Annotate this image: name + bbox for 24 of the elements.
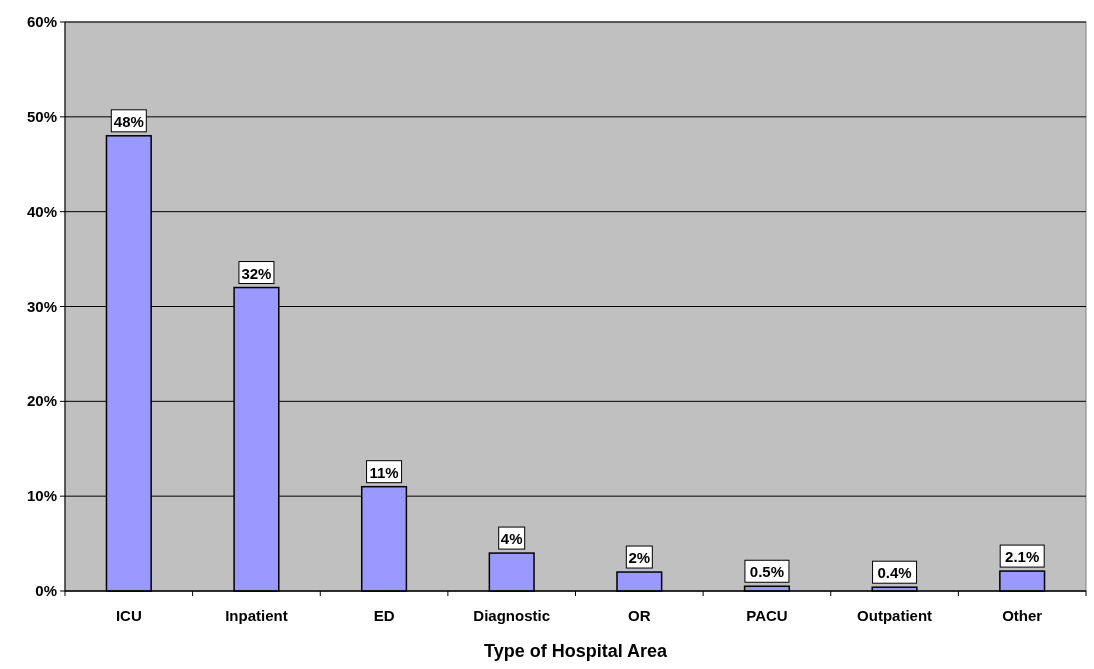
- data-label: 48%: [113, 112, 144, 130]
- x-axis-title: Type of Hospital Area: [483, 641, 668, 661]
- x-tick-label: OR: [628, 607, 651, 624]
- y-tick-label: 20%: [26, 392, 57, 410]
- data-label: 2%: [628, 549, 651, 567]
- data-label: 0.5%: [749, 563, 785, 581]
- data-label: 32%: [241, 264, 272, 282]
- data-label: 4%: [500, 530, 523, 548]
- x-tick-label: Outpatient: [857, 607, 933, 624]
- x-tick-label: Other: [1002, 607, 1043, 624]
- y-tick-label: 30%: [26, 297, 57, 315]
- x-tick-label: PACU: [746, 607, 788, 624]
- y-tick-label: 0%: [35, 582, 57, 599]
- data-label: 2.1%: [1005, 548, 1040, 566]
- x-tick-label: Diagnostic: [473, 607, 551, 624]
- data-label: 11%: [369, 463, 399, 481]
- y-tick-label: 60%: [26, 13, 57, 30]
- data-label: 0.4%: [877, 564, 912, 582]
- x-tick-label: ED: [373, 607, 395, 624]
- y-tick-label: 10%: [26, 487, 57, 505]
- x-tick-label: Inpatient: [225, 607, 288, 624]
- x-tick-label: ICU: [115, 607, 142, 624]
- y-tick-label: 50%: [26, 107, 57, 125]
- y-tick-label: 40%: [26, 202, 57, 220]
